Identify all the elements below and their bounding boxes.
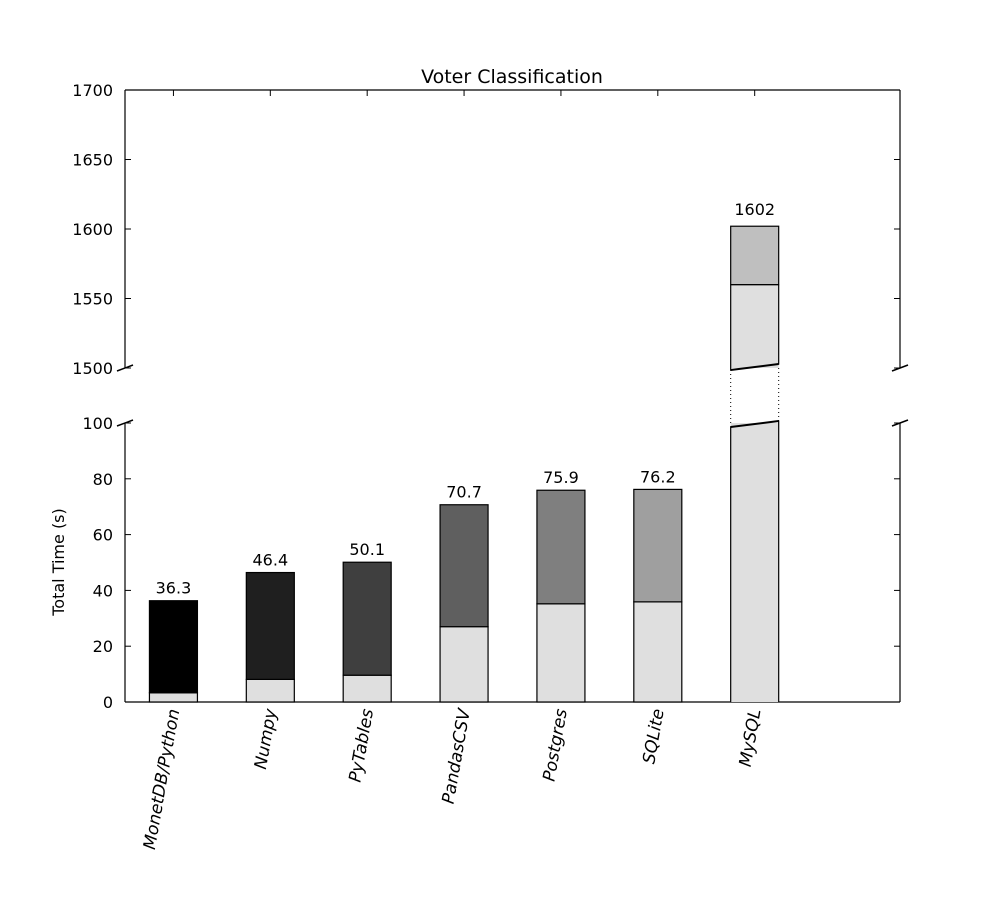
bar-break-lower (730, 420, 779, 428)
x-tick-label: Postgres (539, 707, 571, 783)
bar-value-label: 46.4 (253, 551, 289, 570)
bar-value-label: 75.9 (543, 468, 579, 487)
bar-segment-top (633, 488, 683, 603)
chart-title: Voter Classification (421, 66, 603, 88)
bar-segment-base (148, 692, 199, 703)
bar-segment-top (342, 561, 392, 676)
x-tick-label: MySQL (736, 707, 766, 768)
upper-y-tick-label: 1500 (72, 359, 113, 378)
upper-y-tick-label: 1700 (72, 81, 113, 100)
x-tick-label: PandasCSV (439, 706, 476, 805)
x-tick-label: PyTables (346, 707, 379, 784)
bar-segment-base-lower (730, 423, 779, 702)
lower-y-tick-label: 60 (93, 526, 113, 545)
bar-value-label: 76.2 (640, 467, 676, 486)
lower-y-tick-label: 20 (93, 637, 113, 656)
x-tick-label: MonetDB/Python (140, 707, 184, 851)
bar-segment-base (536, 603, 586, 703)
lower-y-tick-label: 0 (103, 693, 113, 712)
bar-segment-base (342, 674, 392, 703)
bar-value-label: 36.3 (156, 579, 192, 598)
lower-y-tick-label: 40 (93, 581, 113, 600)
bar-value-label: 1602 (734, 200, 775, 219)
upper-y-tick-label: 1550 (72, 290, 113, 309)
bar-segment-top (730, 225, 780, 286)
upper-y-tick-label: 1650 (72, 151, 113, 170)
x-tick-label: Numpy (251, 706, 281, 770)
lower-y-tick-label: 80 (93, 470, 113, 489)
x-tick-label: SQLite (639, 707, 668, 765)
bar-segment-base-upper (730, 284, 779, 368)
bar-segment-top (536, 489, 586, 605)
bar-segment-base (633, 601, 683, 703)
bar-segment-top (439, 504, 489, 628)
bar-break-upper (730, 363, 779, 371)
y-axis-label: Total Time (s) (49, 508, 68, 617)
bar-segment-base (439, 626, 489, 703)
upper-y-tick-label: 1600 (72, 220, 113, 239)
bar-value-label: 50.1 (349, 540, 385, 559)
bar-segment-base (245, 678, 295, 703)
bar-segment-top (245, 571, 295, 681)
bar-value-label: 70.7 (446, 483, 482, 502)
chart-marks: 1500 1550 1600 1650 1700 0 20 40 60 80 100 36.3 Mone… (72, 81, 909, 851)
lower-y-tick-label: 100 (82, 414, 113, 433)
bar-segment-top (148, 600, 199, 694)
